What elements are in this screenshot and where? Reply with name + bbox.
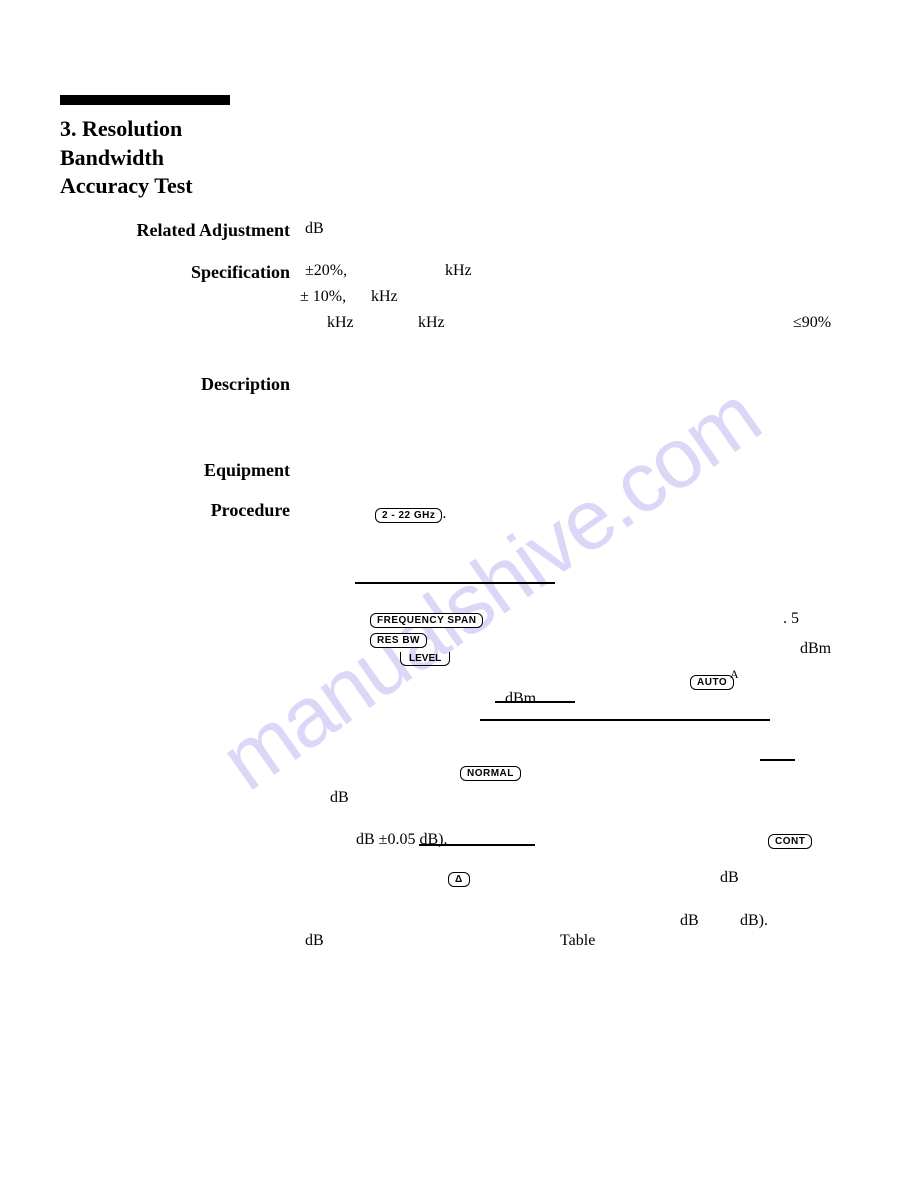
cont-button[interactable]: CONT [768, 834, 812, 849]
spec-pm10: ± 10%, [300, 288, 346, 306]
label-procedure: Procedure [60, 500, 290, 521]
related-adjustment-value: dB [305, 220, 324, 238]
section-rule [60, 95, 230, 105]
spec-khz-3: kHz [327, 314, 354, 332]
normal-button-wrap: NORMAL [460, 763, 521, 781]
underline-5 [760, 759, 795, 761]
table-text: Table [560, 932, 595, 950]
delta-button[interactable]: Δ [448, 872, 470, 887]
db-paren: dB). [740, 912, 768, 930]
underline-3 [480, 719, 770, 721]
freq-span-button[interactable]: FREQUENCY SPAN [370, 610, 483, 628]
label-specification: Specification [60, 262, 290, 283]
dbm-dot-text: dBm. [505, 690, 540, 708]
res-bw-btn[interactable]: RES BW [370, 633, 427, 648]
spec-le90: ≤90% [793, 314, 831, 332]
normal-button[interactable]: NORMAL [460, 766, 521, 781]
level-button[interactable]: LEVEL [370, 648, 450, 666]
level-btn[interactable]: LEVEL [400, 652, 450, 666]
label-equipment: Equipment [60, 460, 290, 481]
label-description: Description [60, 374, 290, 395]
superscript-a: A [730, 667, 739, 682]
spec-pm20: ±20%, [305, 262, 347, 280]
db-text-2: dB [720, 869, 739, 887]
proc-ghz-button: 2 - 22 GHz. [375, 505, 446, 523]
underline-2 [495, 701, 575, 703]
auto-button[interactable]: AUTO [690, 672, 734, 690]
auto-btn[interactable]: AUTO [690, 675, 734, 690]
spec-khz-4: kHz [418, 314, 445, 332]
page-content: 3. Resolution Bandwidth Accuracy Test Re… [0, 0, 918, 1188]
section-title-line3: Accuracy Test [60, 173, 193, 198]
section-title: 3. Resolution Bandwidth Accuracy Test [60, 115, 280, 201]
db-text-1: dB [330, 789, 349, 807]
section-title-line2: Bandwidth [60, 145, 164, 170]
dot5-text: . 5 [783, 610, 799, 628]
cont-button-wrap: CONT [768, 831, 812, 849]
db-tolerance: dB ±0.05 dB). [356, 831, 447, 849]
underline-1 [355, 582, 555, 584]
spec-khz-2: kHz [371, 288, 398, 306]
underline-4 [419, 844, 535, 846]
res-bw-button[interactable]: RES BW [370, 630, 427, 648]
spec-khz-1: kHz [445, 262, 472, 280]
dbm-text-1: dBm [800, 640, 831, 658]
label-related-adjustment: Related Adjustment [60, 220, 290, 241]
db-text-4: dB [305, 932, 324, 950]
ghz-button[interactable]: 2 - 22 GHz [375, 508, 442, 523]
ghz-dot: . [442, 505, 446, 522]
section-title-line1: 3. Resolution [60, 116, 182, 141]
freq-span-btn[interactable]: FREQUENCY SPAN [370, 613, 483, 628]
db-text-3: dB [680, 912, 699, 930]
delta-button-wrap: Δ [448, 869, 470, 887]
